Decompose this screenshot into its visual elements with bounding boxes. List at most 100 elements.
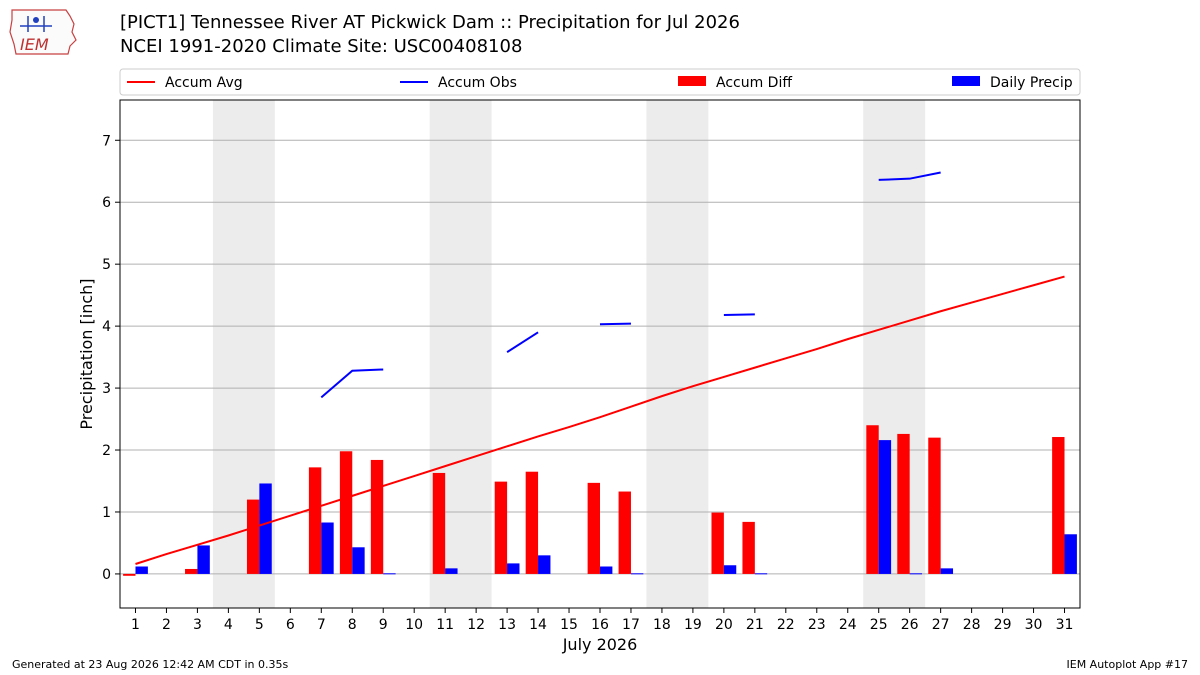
bar-daily-precip [600,566,613,574]
bar-daily-precip [538,555,551,574]
x-tick-label: 6 [286,617,295,633]
bar-daily-precip [445,568,458,574]
legend-swatch [952,76,980,86]
x-tick-label: 16 [591,617,609,633]
y-tick-label: 7 [102,133,111,149]
x-tick-label: 11 [436,617,454,633]
legend-label: Accum Diff [716,75,792,91]
legend-box [119,68,1081,96]
bar-accum-diff [866,425,879,574]
bar-daily-precip [259,483,272,574]
chart-title: [PICT1] Tennessee River AT Pickwick Dam … [120,12,740,33]
bar-accum-diff [370,459,384,574]
x-tick-label: 24 [839,617,857,633]
x-tick-label: 29 [994,617,1012,633]
bar-daily-precip [630,573,644,575]
line-accum-obs [723,313,755,316]
y-tick-label: 6 [102,195,111,211]
x-tick-label: 30 [1025,617,1043,633]
footer-app: IEM Autoplot App #17 [1066,658,1189,671]
bar-daily-precip [723,565,737,574]
x-tick-label: 23 [808,617,826,633]
x-tick-label: 20 [715,617,733,633]
x-tick-label: 12 [467,617,485,633]
weekend-shading [212,100,926,608]
x-tick-label: 26 [901,617,919,633]
x-tick-label: 1 [131,617,140,633]
bar-accum-diff [308,467,322,574]
bar-accum-diff [432,472,446,574]
y-tick-label: 4 [102,319,111,335]
bar-daily-precip [321,522,334,574]
x-tick-label: 2 [162,617,171,633]
bar-daily-precip [878,440,892,574]
x-tick-label: 19 [684,617,702,633]
bar-accum-diff [897,433,910,574]
legend-swatch [678,76,706,86]
bar-accum-diff [123,573,136,576]
bar-daily-precip [940,568,954,574]
bar-daily-precip [197,545,210,574]
x-tick-label: 9 [379,617,388,633]
bar-accum-diff [618,491,631,574]
bar-accum-diff [246,499,260,574]
legend-label: Accum Obs [438,75,517,91]
bar-accum-diff [339,451,353,574]
line-accum-obs [878,171,941,181]
bar-daily-precip [383,573,396,575]
line-accum-obs [506,331,539,353]
x-tick-label: 14 [529,617,547,633]
bar-daily-precip [135,566,148,574]
iem-logo: IEM [8,6,80,58]
footer-generated: Generated at 23 Aug 2026 12:42 AM CDT in… [12,658,289,671]
bar-accum-diff [742,521,755,574]
x-tick-label: 8 [348,617,357,633]
x-tick-label: 17 [622,617,640,633]
y-tick-label: 3 [102,381,111,397]
y-axis-label: Precipitation [inch] [77,278,96,429]
line-accum-obs [599,322,631,326]
x-tick-label: 13 [498,617,516,633]
legend-label: Accum Avg [165,75,243,91]
bar-accum-diff [1052,437,1065,574]
x-tick-label: 7 [317,617,326,633]
y-tick-label: 1 [102,505,111,521]
legend-label: Daily Precip [990,75,1073,91]
x-tick-label: 27 [932,617,950,633]
bar-daily-precip [754,573,768,575]
x-tick-label: 4 [224,617,233,633]
bar-accum-diff [494,481,508,574]
bar-daily-precip [909,573,923,575]
x-tick-label: 21 [746,617,764,633]
bar-accum-diff [711,512,724,574]
x-tick-label: 10 [405,617,423,633]
bar-accum-diff [928,437,941,574]
y-tick-label: 5 [102,257,111,273]
bar-daily-precip [507,563,520,574]
x-tick-label: 5 [255,617,264,633]
x-tick-label: 18 [653,617,671,633]
bars [123,425,1077,576]
x-tick-label: 15 [560,617,578,633]
legend: Accum Avg Accum Obs Accum Diff Daily Precip [119,68,1081,96]
x-tick-label: 3 [193,617,202,633]
bar-accum-diff [185,568,198,574]
series-lines [135,171,1065,565]
x-tick-label: 28 [963,617,981,633]
line-accum-avg [135,275,1065,565]
line-accum-obs [320,368,384,399]
y-tick-label: 2 [102,443,111,459]
logo-text: IEM [20,35,49,54]
bar-accum-diff [525,471,539,574]
x-tick-label: 25 [870,617,888,633]
chart-subtitle: NCEI 1991-2020 Climate Site: USC00408108 [120,36,523,57]
y-tick-label: 0 [102,567,111,583]
x-tick-label: 31 [1056,617,1074,633]
x-axis-label: July 2026 [562,635,638,654]
bar-daily-precip [1064,534,1077,574]
bar-daily-precip [352,547,365,574]
bar-accum-diff [587,482,600,574]
weekend-band [646,100,709,608]
